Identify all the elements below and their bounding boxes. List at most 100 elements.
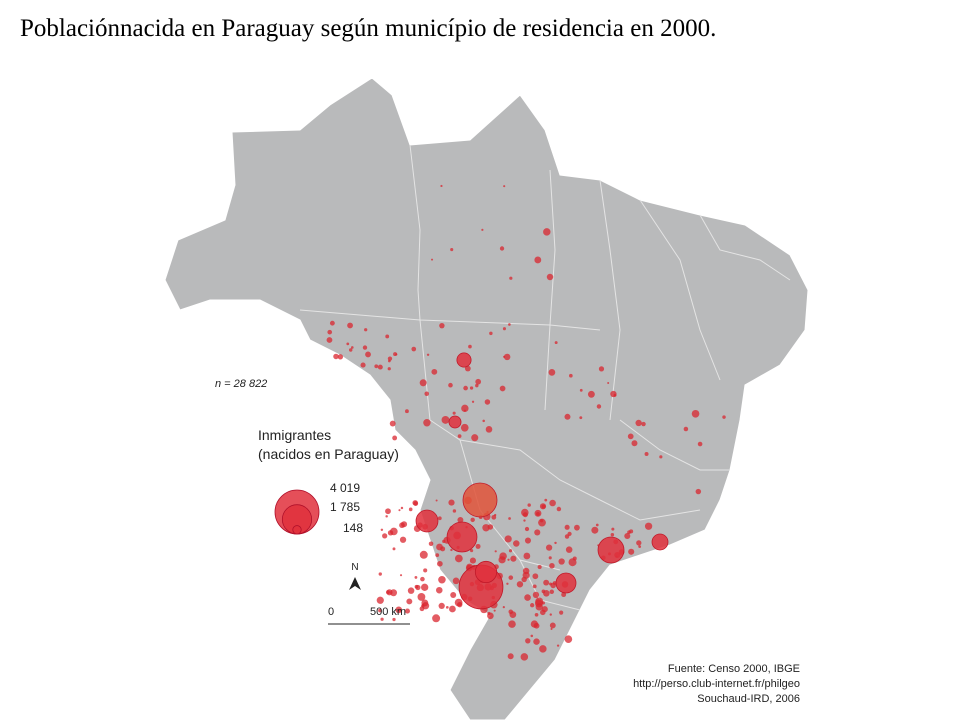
minor-dot [392, 617, 396, 622]
minor-dot [380, 528, 384, 532]
minor-dot [439, 322, 445, 329]
minor-dot [499, 246, 505, 251]
population-circle [474, 560, 498, 584]
minor-dot [449, 605, 456, 613]
minor-dot [564, 534, 570, 539]
minor-dot [432, 614, 441, 623]
minor-dot [610, 533, 615, 537]
minor-dot [471, 434, 479, 442]
source-line: http://perso.club-internet.fr/philgeo [633, 678, 800, 690]
minor-dot [364, 328, 368, 332]
minor-dot [544, 498, 548, 502]
minor-dot [638, 545, 642, 549]
minor-dot [420, 576, 425, 582]
major-circles [415, 352, 669, 610]
minor-dot [521, 508, 529, 517]
n-label: n = 28 822 [215, 378, 267, 390]
minor-dot [494, 513, 497, 517]
population-circle [448, 415, 462, 429]
minor-dot [448, 499, 455, 506]
population-circle [456, 352, 472, 368]
minor-dot [503, 185, 506, 188]
minor-dot [530, 634, 534, 638]
minor-dot [435, 553, 440, 558]
minor-dot [452, 577, 460, 585]
minor-dot [697, 441, 703, 447]
minor-dot [513, 540, 520, 547]
minor-dot [722, 415, 726, 419]
minor-dot [428, 541, 434, 547]
minor-dot [695, 488, 702, 495]
minor-dot [471, 400, 475, 403]
minor-dot [431, 368, 438, 375]
minor-dot [587, 390, 595, 398]
minor-dot [527, 503, 531, 507]
minor-dot [346, 342, 350, 346]
minor-dot [537, 564, 542, 570]
population-circle [597, 536, 625, 564]
minor-dot [377, 364, 383, 370]
minor-dot [644, 452, 649, 456]
minor-dot [424, 391, 429, 397]
minor-dot [494, 550, 497, 553]
minor-dot [493, 609, 496, 612]
minor-dot [414, 584, 419, 589]
minor-dot [475, 378, 482, 385]
state-borders [299, 144, 791, 611]
minor-dot [387, 367, 391, 371]
minor-dot [437, 560, 443, 567]
minor-dot [572, 556, 577, 561]
minor-dot [539, 645, 547, 653]
minor-dot [507, 653, 514, 660]
minor-dot [641, 421, 646, 427]
minor-dot [374, 364, 379, 369]
minor-dot [337, 354, 344, 360]
minor-dot [624, 532, 631, 540]
minor-dot [457, 516, 464, 523]
minor-dot [333, 353, 339, 360]
minor-dot [579, 388, 583, 392]
minor-dot [508, 323, 511, 326]
minor-dot [442, 539, 446, 543]
minor-dot [404, 608, 410, 614]
legend-label: 4 019 [330, 481, 360, 495]
minor-dot [414, 576, 418, 579]
minor-dot [564, 413, 571, 420]
minor-dot [508, 620, 516, 628]
minor-dot [347, 322, 353, 329]
minor-dot [549, 622, 556, 629]
minor-dot [504, 535, 512, 543]
minor-dot [385, 334, 390, 339]
minor-dot [611, 527, 615, 531]
minor-dot [470, 517, 475, 523]
minor-dot [508, 517, 511, 520]
minor-dot [502, 327, 506, 331]
minor-dot [423, 419, 431, 427]
minor-dot [539, 519, 544, 523]
minor-dot [475, 383, 479, 388]
minor-dot [552, 581, 557, 585]
minor-dot [509, 276, 513, 280]
minor-dot [564, 635, 573, 643]
minor-dot [550, 627, 553, 630]
minor-dot [365, 351, 371, 358]
minor-dot [392, 435, 398, 441]
minor-dot [450, 548, 453, 552]
minor-dot [435, 499, 438, 502]
minor-dot [411, 346, 417, 352]
minor-dot [635, 419, 642, 427]
minor-dot [386, 590, 390, 595]
minor-dot [524, 526, 530, 532]
minor-dot [437, 516, 442, 521]
minor-dot [387, 359, 391, 363]
minor-dot [348, 348, 353, 352]
minor-dot [516, 581, 524, 588]
minor-dot [596, 404, 602, 409]
minor-dot [522, 571, 530, 579]
minor-dot [506, 582, 509, 585]
minor-dot [508, 575, 514, 580]
minor-dot [549, 562, 555, 569]
minor-dot [400, 506, 404, 510]
minor-dot [395, 606, 403, 614]
minor-dot [520, 653, 529, 661]
